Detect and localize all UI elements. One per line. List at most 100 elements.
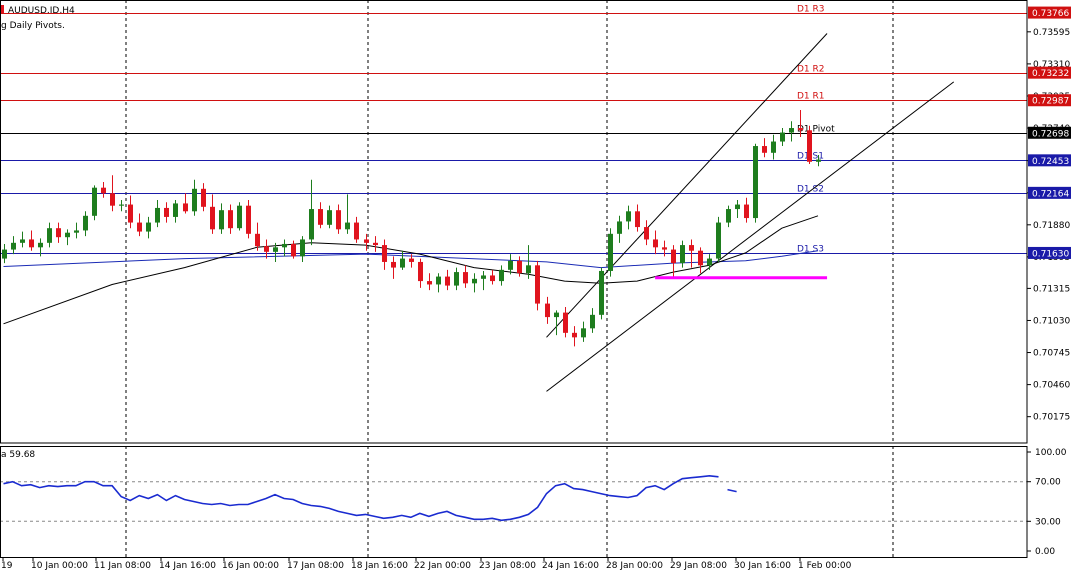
candle-body [92, 187, 97, 216]
rsi-value: 59.68 [9, 450, 36, 460]
candle-body [744, 204, 749, 219]
candle-body [65, 232, 70, 238]
time-label: 16 Jan 00:00 [222, 561, 279, 571]
candle-body [789, 128, 794, 133]
candle-body [345, 222, 350, 230]
price-tick-label: 0.71030 [1033, 316, 1070, 326]
price-tag-label: 0.72987 [1032, 97, 1069, 107]
time-label: 14 Jan 16:00 [159, 561, 216, 571]
candle-body [535, 265, 540, 304]
price-tag [1028, 6, 1071, 19]
candle-body [101, 187, 106, 194]
pivot-label: D1 R2 [797, 65, 825, 75]
candlesticks [2, 110, 821, 347]
candle-body [409, 258, 414, 262]
candle-body [418, 261, 423, 282]
candle-body [300, 239, 305, 257]
symbol-header: AUDUSD.ID,H4 [1, 5, 75, 16]
price-tags: 0.73766 0.73232 0.72987 0.72698 0.72453 0.721… [1028, 6, 1071, 259]
rsi-tick-label: 30.00 [1035, 517, 1061, 527]
price-tag-label: 0.71630 [1032, 249, 1069, 259]
candle-body [336, 210, 341, 230]
rsi-tick-label: 70.00 [1035, 478, 1061, 488]
candle-body [210, 206, 215, 230]
price-tag [1028, 154, 1071, 167]
candle-body [29, 239, 34, 248]
price-tag [1028, 126, 1071, 139]
candle-body [282, 243, 287, 248]
candle-body [309, 209, 314, 240]
rsi-tick-label: 0.00 [1035, 547, 1055, 557]
candle-body [382, 245, 387, 262]
time-label: 1 Feb 00:00 [798, 561, 852, 571]
candle-body [626, 211, 631, 222]
candle-body [255, 233, 260, 247]
candle-body [119, 204, 124, 206]
candle-body [291, 243, 296, 257]
candle-body [680, 245, 685, 264]
channel-lower-line [546, 81, 955, 392]
indicator-title: g Daily Pivots. [1, 21, 65, 31]
candle-body [445, 276, 450, 286]
time-label: 17 Jan 08:00 [287, 561, 344, 571]
candle-body [454, 272, 459, 286]
price-tag [1028, 94, 1071, 107]
candle-body [237, 205, 242, 229]
time-label: 19 [1, 561, 13, 571]
price-tag [1028, 186, 1071, 199]
rsi-title: a 59.68 [1, 450, 35, 460]
candle-body [472, 278, 477, 284]
candle-body [74, 230, 79, 233]
candle-body [617, 221, 622, 234]
candle-body [517, 260, 522, 274]
candle-body [436, 276, 441, 285]
candle-body [671, 249, 676, 264]
pivot-label: D1 R3 [797, 5, 825, 15]
candle-body [173, 203, 178, 217]
main-panel-frame [0, 0, 1028, 444]
time-label: 11 Jan 08:00 [94, 561, 151, 571]
candle-body [110, 193, 115, 206]
price-tag-label: 0.72164 [1032, 189, 1069, 199]
candle-body [816, 159, 821, 162]
candle-body [137, 222, 142, 232]
candle-body [662, 247, 667, 250]
candle-body [155, 207, 160, 223]
candle-body [11, 242, 16, 250]
candle-body [689, 245, 694, 251]
candle-body [400, 258, 405, 268]
candle-body [635, 211, 640, 228]
time-label: 10 Jan 00:00 [31, 561, 88, 571]
candle-body [599, 270, 604, 315]
candle-body [354, 222, 359, 240]
candle-body [653, 239, 658, 248]
candle-body [707, 258, 712, 266]
price-tag [1028, 66, 1071, 79]
candle-body [463, 272, 468, 284]
price-tick-label: 0.70745 [1033, 349, 1070, 359]
trend-channel[interactable] [546, 33, 955, 392]
rsi-line [3, 474, 719, 522]
time-label: 18 Jan 16:00 [351, 561, 408, 571]
price-tag-label: 0.72453 [1032, 157, 1069, 167]
candle-body [644, 227, 649, 240]
rsi-line-tail [727, 488, 737, 493]
candle-body [726, 209, 731, 223]
candle-body [798, 128, 803, 131]
price-tick-label: 0.70460 [1033, 381, 1070, 391]
candle-body [590, 314, 595, 329]
candle-body [183, 203, 188, 212]
candle-body [83, 215, 88, 231]
candle-body [246, 205, 251, 234]
candle-body [554, 312, 559, 318]
time-label: 24 Jan 16:00 [542, 561, 599, 571]
candle-body [192, 188, 197, 212]
candle-body [545, 303, 550, 318]
candle-body [128, 204, 133, 223]
time-label: 30 Jan 16:00 [734, 561, 791, 571]
candle-body [563, 312, 568, 333]
rsi-panel: 100.00 70.00 30.00 0.00 [0, 448, 1067, 557]
candle-body [526, 265, 531, 274]
candle-body [807, 130, 812, 162]
